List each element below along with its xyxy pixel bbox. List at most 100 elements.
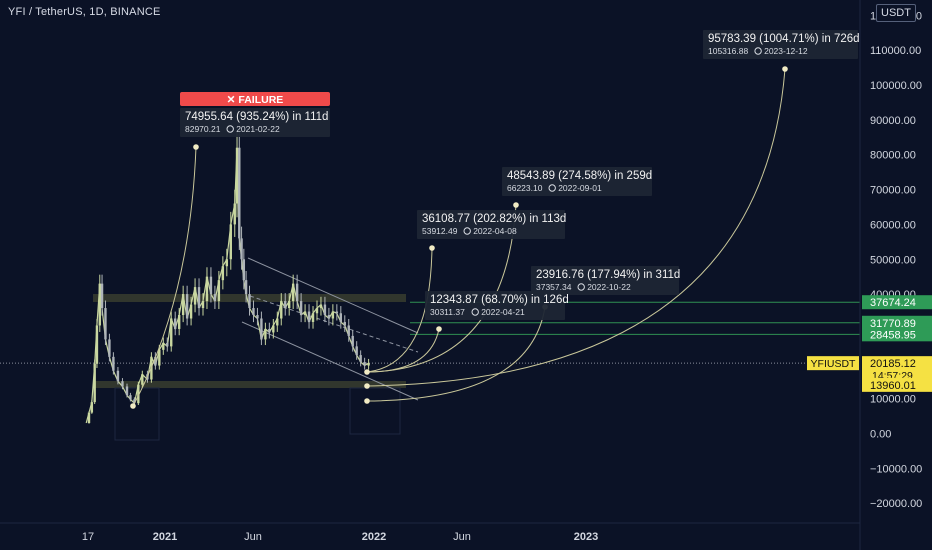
candle-body [347,325,350,336]
candle-body [229,224,232,260]
projection-origin-point-1 [364,369,370,375]
candle-body [327,315,331,319]
projection-curve-4 [366,306,546,402]
projection-label-main: 74955.64 (935.24%) in 111d [185,111,328,123]
x-tick-label: Jun [244,531,262,543]
candle-body [233,203,236,225]
candle-body [201,301,205,309]
price-tag-bg [862,377,932,392]
projection-label-date: 2023-12-12 [764,46,808,56]
candle-body [343,321,346,326]
candle-body [284,301,287,309]
x-tick-label: Jun [453,531,471,543]
projection-label-date: 2022-09-01 [558,183,602,193]
y-tick-label: 70000.00 [870,185,916,197]
price-line [85,147,369,424]
clock-icon [226,125,234,133]
price-tag-bg [862,295,932,310]
candle-body [235,147,239,204]
candle-body [291,283,295,302]
projection-label-sub: 37357.34 [536,282,572,292]
candle-body [174,318,177,329]
candle-body [303,311,307,316]
candle-body [221,266,225,281]
candle-body [323,304,327,316]
candle-body [116,370,120,382]
projection-label-date: 2021-02-22 [236,124,280,134]
projection-target-point-0 [193,144,199,150]
candle-body [256,315,259,319]
x-tick-label: 2023 [574,531,598,543]
chart-title: YFI / TetherUS, 1D, BINANCE [8,6,161,18]
candle-body [95,325,99,364]
projection-label-bg [180,108,330,137]
projection-label-date: 2022-10-22 [587,282,631,292]
candle-body [359,355,362,363]
projection-origin-point-2 [364,383,370,389]
projection-curve-2 [366,204,517,373]
price-tag-bg [862,315,932,330]
candle-body [339,313,343,322]
candle-body [351,335,354,347]
price-tag-label: 31770.89 [870,318,916,330]
symbol-tag-label: YFIUSDT [811,358,857,370]
candle-body [242,259,246,281]
candle-body [177,315,181,329]
candle-body [280,301,283,319]
candle-body [112,356,115,371]
projection-label-sub: 66223.10 [507,183,543,193]
currency-badge[interactable]: USDT [876,4,916,22]
trend-channel [241,257,419,401]
projection-target-point-2 [513,202,519,208]
candle-body [162,342,165,350]
projection-label-main: 95783.39 (1004.71%) in 726d [708,33,860,45]
price-tag-label: 28458.95 [870,329,916,341]
candle-body [133,399,136,404]
failure-badge [180,92,330,106]
symbol-tag-bg [807,356,859,371]
candle-body [260,318,263,340]
price-tag-bg [862,327,932,342]
projection-target-point-1 [782,66,788,72]
projection-curve-5 [366,328,440,373]
candle-body [137,384,140,404]
x-tick-label: 2021 [153,531,177,543]
price-tag-label: 20185.12 [870,358,916,370]
y-tick-label: −10000.00 [870,463,922,475]
candle-body [311,313,315,322]
y-tick-label: 10000.00 [870,394,916,406]
projection-origin-point-0 [130,403,136,409]
projection-target-point-5 [436,326,442,332]
candle-body [98,283,101,326]
projection-label-main: 12343.87 (68.70%) in 126d [430,294,569,306]
candle-body [276,318,279,326]
y-tick-label: −20000.00 [870,498,922,510]
candle-body [141,374,144,385]
candle-body [104,308,107,340]
y-tick-label: 50000.00 [870,254,916,266]
measure-box-right [349,387,401,435]
candle-body [213,294,217,302]
projection-curve-3 [366,247,433,373]
projection-label-sub: 53912.49 [422,226,458,236]
candle-body [154,356,157,366]
clock-icon [548,184,556,192]
projection-label-sub: 105316.88 [708,46,748,56]
x-tick-label: 2022 [362,531,386,543]
candle-body [205,276,209,302]
x-axis[interactable]: 17 2021 Jun 2022 Jun 2023 [82,531,598,543]
candle-body [93,363,96,403]
candle-body [129,395,132,400]
candle-body [170,318,173,347]
projection-label-date: 2022-04-21 [481,307,525,317]
projection-label-main: 36108.77 (202.82%) in 113d [422,213,566,225]
candle-body [252,308,255,316]
candle-body [335,311,339,314]
